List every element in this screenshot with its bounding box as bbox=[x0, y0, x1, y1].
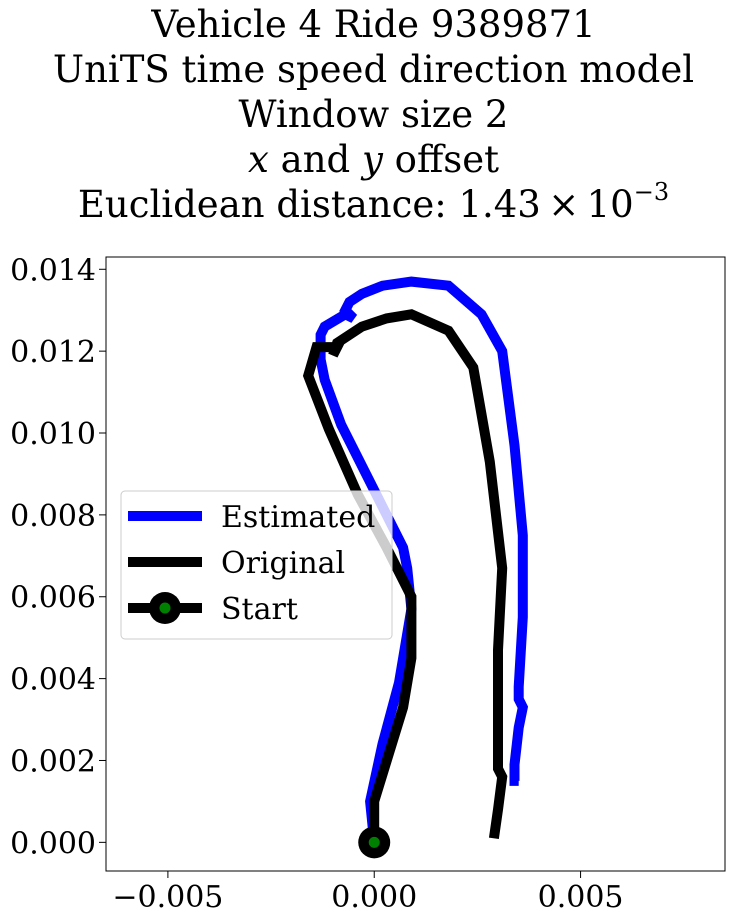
start-marker-dot bbox=[368, 836, 380, 848]
y-tick-label: 0.012 bbox=[10, 335, 96, 370]
x-tick-label: 0.000 bbox=[331, 880, 417, 915]
title-offset: offset bbox=[382, 138, 499, 181]
chart-title: Vehicle 4 Ride 9389871 UniTS time speed … bbox=[0, 2, 747, 227]
legend-box bbox=[120, 490, 393, 640]
y-tick-label: 0.006 bbox=[10, 581, 96, 616]
legend-start-dot bbox=[159, 602, 171, 614]
y-tick-label: 0.008 bbox=[10, 499, 96, 534]
original-line bbox=[302, 309, 508, 843]
y-tick-label: 0.004 bbox=[10, 663, 96, 698]
title-line-3: Window size 2 bbox=[238, 93, 509, 136]
series-lines bbox=[302, 276, 529, 859]
estimated-line bbox=[315, 276, 529, 843]
y-tick-label: 0.010 bbox=[10, 417, 96, 452]
legend: Estimated Original Start bbox=[120, 490, 393, 640]
x-tick-label: −0.005 bbox=[112, 880, 223, 915]
title-var-y: y bbox=[362, 138, 383, 181]
legend-label-start: Start bbox=[221, 592, 298, 627]
y-tick-label: 0.000 bbox=[10, 826, 96, 861]
x-tick-label: 0.005 bbox=[538, 880, 624, 915]
y-tick-label: 0.014 bbox=[10, 253, 96, 288]
title-distance: Euclidean distance: 1.43 × 10 bbox=[77, 183, 634, 226]
y-tick-label: 0.002 bbox=[10, 744, 96, 779]
title-line-5: Euclidean distance: 1.43 × 10−3 bbox=[0, 180, 747, 227]
legend-label-estimated: Estimated bbox=[221, 500, 375, 535]
title-and: and bbox=[268, 138, 362, 181]
title-line-1: Vehicle 4 Ride 9389871 bbox=[151, 3, 596, 46]
legend-label-original: Original bbox=[221, 546, 345, 581]
title-exponent: −3 bbox=[633, 177, 670, 206]
title-line-4: x and y offset bbox=[0, 137, 747, 182]
plot-frame bbox=[105, 256, 726, 872]
title-var-x: x bbox=[248, 138, 269, 181]
axis-ticks: −0.005 0.000 0.005 0.000 0.002 0.004 0.006 0.00… bbox=[10, 253, 623, 915]
title-line-2: UniTS time speed direction model bbox=[52, 48, 695, 91]
